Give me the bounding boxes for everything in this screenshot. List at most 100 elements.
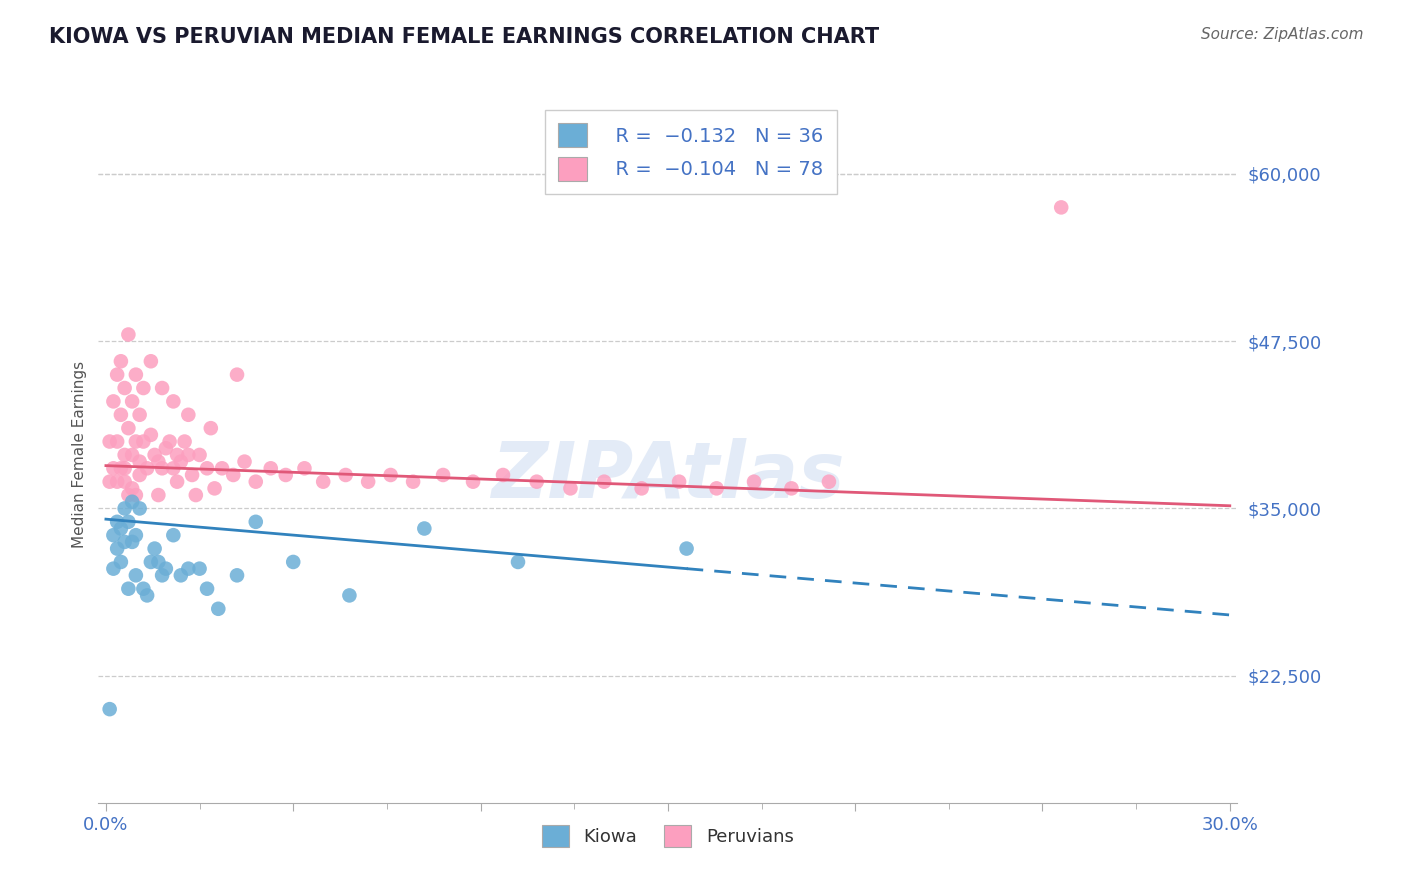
Point — [233, 454, 256, 469]
Point — [125, 434, 148, 449]
Point — [162, 528, 184, 542]
Point — [121, 448, 143, 462]
Point — [402, 475, 425, 489]
Point — [128, 501, 150, 516]
Point — [150, 461, 173, 475]
Point — [150, 568, 173, 582]
Point — [110, 555, 132, 569]
Point — [105, 475, 128, 489]
Point — [114, 461, 136, 475]
Point — [166, 475, 188, 489]
Point — [98, 475, 121, 489]
Point — [121, 481, 143, 495]
Point — [114, 534, 136, 549]
Point — [245, 475, 267, 489]
Point — [98, 702, 121, 716]
Point — [114, 501, 136, 516]
Point — [117, 582, 139, 596]
Point — [706, 481, 728, 495]
Point — [200, 421, 222, 435]
Point — [114, 475, 136, 489]
Point — [110, 354, 132, 368]
Point — [294, 461, 316, 475]
Point — [177, 408, 200, 422]
Point — [103, 394, 125, 409]
Point — [114, 381, 136, 395]
Point — [195, 582, 218, 596]
Point — [132, 434, 155, 449]
Point — [103, 562, 125, 576]
Point — [432, 467, 454, 482]
Point — [413, 521, 436, 535]
Point — [506, 555, 529, 569]
Point — [780, 481, 803, 495]
Point — [148, 488, 170, 502]
Point — [125, 568, 148, 582]
Point — [121, 494, 143, 508]
Point — [110, 521, 132, 535]
Point — [380, 467, 402, 482]
Point — [103, 461, 125, 475]
Point — [226, 368, 249, 382]
Text: ZIPAtlas: ZIPAtlas — [491, 438, 845, 514]
Point — [742, 475, 765, 489]
Point — [188, 448, 211, 462]
Text: KIOWA VS PERUVIAN MEDIAN FEMALE EARNINGS CORRELATION CHART: KIOWA VS PERUVIAN MEDIAN FEMALE EARNINGS… — [49, 27, 879, 46]
Point — [162, 461, 184, 475]
Point — [1050, 200, 1073, 214]
Point — [188, 562, 211, 576]
Point — [128, 467, 150, 482]
Point — [136, 461, 159, 475]
Point — [117, 488, 139, 502]
Point — [630, 481, 652, 495]
Point — [143, 448, 166, 462]
Point — [283, 555, 305, 569]
Point — [132, 582, 155, 596]
Point — [110, 461, 132, 475]
Point — [170, 568, 193, 582]
Point — [105, 515, 128, 529]
Point — [125, 488, 148, 502]
Point — [207, 601, 229, 615]
Point — [105, 368, 128, 382]
Legend: Kiowa, Peruvians: Kiowa, Peruvians — [533, 816, 803, 856]
Point — [136, 589, 159, 603]
Point — [121, 534, 143, 549]
Point — [125, 368, 148, 382]
Point — [560, 481, 582, 495]
Point — [121, 394, 143, 409]
Point — [155, 441, 177, 455]
Point — [155, 562, 177, 576]
Point — [114, 448, 136, 462]
Point — [339, 589, 361, 603]
Point — [173, 434, 195, 449]
Point — [526, 475, 548, 489]
Point — [335, 467, 357, 482]
Point — [177, 448, 200, 462]
Point — [139, 555, 162, 569]
Point — [117, 327, 139, 342]
Point — [132, 381, 155, 395]
Point — [103, 528, 125, 542]
Point — [105, 541, 128, 556]
Point — [492, 467, 515, 482]
Point — [274, 467, 297, 482]
Point — [159, 434, 181, 449]
Point — [105, 434, 128, 449]
Point — [211, 461, 233, 475]
Point — [818, 475, 841, 489]
Point — [461, 475, 484, 489]
Point — [177, 562, 200, 576]
Point — [128, 408, 150, 422]
Point — [143, 541, 166, 556]
Point — [139, 427, 162, 442]
Point — [117, 421, 139, 435]
Point — [312, 475, 335, 489]
Text: Source: ZipAtlas.com: Source: ZipAtlas.com — [1201, 27, 1364, 42]
Point — [98, 434, 121, 449]
Point — [245, 515, 267, 529]
Point — [593, 475, 616, 489]
Point — [162, 394, 184, 409]
Point — [668, 475, 690, 489]
Point — [226, 568, 249, 582]
